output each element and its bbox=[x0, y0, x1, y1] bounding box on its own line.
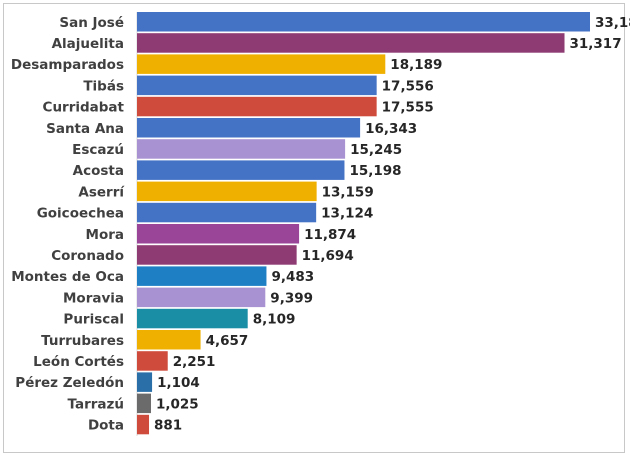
bar bbox=[137, 139, 346, 159]
value-label: 15,245 bbox=[350, 142, 402, 158]
bar bbox=[137, 287, 266, 308]
bar bbox=[137, 75, 377, 96]
bar bbox=[137, 245, 297, 265]
value-label: 16,343 bbox=[365, 121, 417, 137]
value-label: 881 bbox=[154, 418, 182, 434]
category-label: Escazú bbox=[72, 142, 124, 158]
category-label: Alajuelita bbox=[52, 36, 124, 52]
bar bbox=[137, 330, 201, 350]
value-label: 33,184 bbox=[595, 15, 630, 31]
bar bbox=[137, 224, 300, 244]
category-label: Aserrí bbox=[78, 184, 125, 200]
bar bbox=[137, 351, 168, 371]
value-label: 13,159 bbox=[322, 184, 374, 200]
bar bbox=[137, 266, 267, 286]
category-label: Goicoechea bbox=[37, 206, 124, 222]
value-label: 15,198 bbox=[349, 163, 401, 179]
category-label: Acosta bbox=[73, 163, 124, 179]
category-label: Puriscal bbox=[63, 312, 124, 328]
value-label: 17,555 bbox=[382, 100, 434, 116]
bar bbox=[137, 12, 590, 32]
category-label: Tarrazú bbox=[68, 396, 124, 412]
value-label: 4,657 bbox=[206, 333, 249, 349]
bar bbox=[137, 414, 150, 435]
bar bbox=[137, 96, 377, 117]
category-label: Montes de Oca bbox=[11, 269, 124, 285]
value-label: 17,556 bbox=[382, 78, 434, 94]
category-label: Curridabat bbox=[43, 100, 125, 116]
category-label: Mora bbox=[86, 227, 124, 243]
category-label: Santa Ana bbox=[46, 121, 124, 137]
value-label: 8,109 bbox=[253, 312, 296, 328]
bar bbox=[137, 393, 151, 414]
bar bbox=[137, 181, 317, 202]
value-label: 11,694 bbox=[302, 248, 354, 264]
bar bbox=[137, 202, 317, 223]
value-label: 31,317 bbox=[570, 36, 622, 52]
bar bbox=[137, 118, 361, 138]
category-label: León Cortés bbox=[33, 354, 124, 370]
category-label: Desamparados bbox=[11, 57, 124, 73]
category-label: Moravia bbox=[63, 290, 124, 306]
category-label: Pérez Zeledón bbox=[15, 375, 124, 391]
value-label: 1,025 bbox=[156, 396, 199, 412]
category-label: Turrubares bbox=[41, 333, 124, 349]
bar bbox=[137, 54, 386, 74]
category-label: Dota bbox=[88, 418, 124, 434]
value-label: 1,104 bbox=[157, 375, 200, 391]
value-label: 9,483 bbox=[271, 269, 314, 285]
value-label: 11,874 bbox=[304, 227, 356, 243]
bar bbox=[137, 308, 248, 329]
category-label: Tibás bbox=[83, 78, 124, 94]
category-label: Coronado bbox=[51, 248, 124, 264]
bar bbox=[137, 372, 153, 392]
value-label: 2,251 bbox=[173, 354, 216, 370]
bar bbox=[137, 160, 345, 180]
value-label: 18,189 bbox=[390, 57, 442, 73]
category-label: San José bbox=[59, 15, 124, 31]
value-label: 9,399 bbox=[270, 290, 313, 306]
bar bbox=[137, 33, 565, 53]
value-label: 13,124 bbox=[321, 206, 373, 222]
